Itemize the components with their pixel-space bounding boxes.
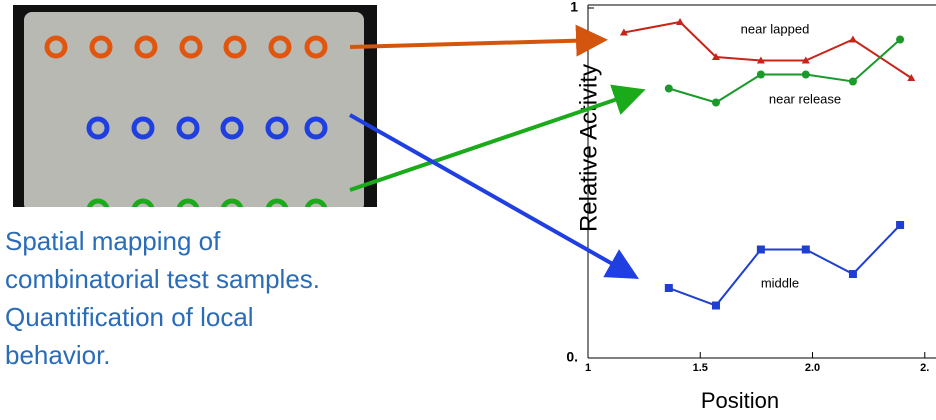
marker [757, 71, 765, 79]
sample-photo [13, 5, 377, 219]
marker [896, 221, 904, 229]
y-tick-label: 0. [566, 349, 578, 365]
slide: Spatial mapping of combinatorial test sam… [0, 0, 936, 415]
x-tick-label: 2. [920, 362, 929, 374]
y-tick-label: 1 [570, 0, 578, 15]
marker [712, 302, 720, 310]
marker [665, 85, 673, 93]
x-axis-label: Position [701, 388, 779, 413]
marker [896, 36, 904, 44]
x-tick-label: 1 [585, 362, 591, 374]
series-label: near lapped [741, 21, 810, 36]
marker [665, 284, 673, 292]
marker [849, 36, 857, 43]
x-tick-label: 2.0 [805, 362, 820, 374]
marker [849, 78, 857, 86]
caption-line: behavior. [5, 340, 111, 370]
marker [802, 71, 810, 79]
marker [757, 246, 765, 254]
caption-line: Spatial mapping of [5, 226, 221, 256]
arrow [350, 40, 600, 47]
marker [676, 18, 684, 25]
marker [849, 270, 857, 278]
series-label: near release [769, 91, 841, 106]
x-tick-label: 1.5 [693, 362, 708, 374]
series-label: middle [761, 275, 799, 290]
marker [802, 246, 810, 254]
caption-line: Quantification of local [5, 302, 254, 332]
series-line [669, 225, 900, 306]
y-axis-label: Relative Activity [575, 64, 602, 232]
caption-line: combinatorial test samples. [5, 264, 320, 294]
marker [712, 99, 720, 107]
